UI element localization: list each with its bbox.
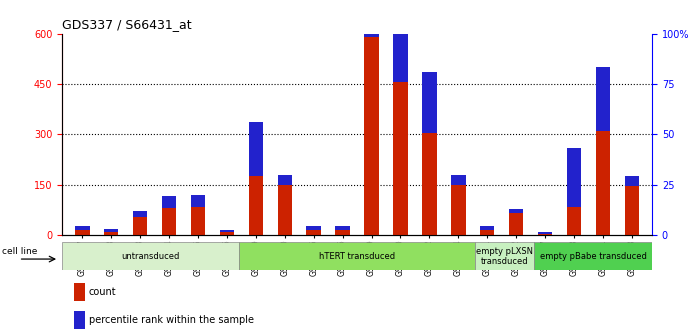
Bar <box>104 232 119 235</box>
Bar <box>75 230 90 235</box>
Bar <box>451 175 466 185</box>
Text: GDS337 / S66431_at: GDS337 / S66431_at <box>62 18 192 31</box>
Bar <box>509 213 523 235</box>
Bar <box>393 0 408 82</box>
Bar <box>364 37 379 235</box>
Bar <box>480 226 495 230</box>
Text: untransduced: untransduced <box>121 252 180 261</box>
Bar <box>451 185 466 235</box>
Bar <box>277 185 292 235</box>
Bar <box>219 232 234 235</box>
Bar <box>364 0 379 37</box>
Bar <box>595 67 610 131</box>
Bar <box>133 211 148 217</box>
Bar <box>480 230 495 235</box>
Bar <box>566 207 581 235</box>
Bar <box>335 226 350 230</box>
Bar <box>566 148 581 207</box>
Text: cell line: cell line <box>3 247 38 256</box>
Bar <box>534 242 652 270</box>
Bar <box>248 122 263 176</box>
Bar <box>133 217 148 235</box>
Text: percentile rank within the sample: percentile rank within the sample <box>88 315 254 325</box>
Text: empty pLXSN
transduced: empty pLXSN transduced <box>476 247 533 266</box>
Bar <box>248 176 263 235</box>
Bar <box>306 226 321 230</box>
Bar <box>422 72 437 133</box>
Bar <box>162 208 177 235</box>
Bar <box>239 242 475 270</box>
Bar <box>219 230 234 232</box>
Bar <box>475 242 534 270</box>
Text: count: count <box>88 287 117 297</box>
Bar <box>75 226 90 230</box>
Bar <box>335 230 350 235</box>
Bar <box>191 207 205 235</box>
Bar <box>277 175 292 185</box>
Bar <box>624 176 639 186</box>
Bar <box>538 234 552 235</box>
Bar <box>74 310 84 329</box>
Bar <box>191 195 205 207</box>
Bar <box>306 230 321 235</box>
Bar <box>509 209 523 213</box>
Bar <box>62 242 239 270</box>
Bar <box>162 196 177 208</box>
Bar <box>74 283 84 301</box>
Text: hTERT transduced: hTERT transduced <box>319 252 395 261</box>
Bar <box>624 186 639 235</box>
Bar <box>104 229 119 232</box>
Text: empty pBabe transduced: empty pBabe transduced <box>540 252 647 261</box>
Bar <box>393 82 408 235</box>
Bar <box>595 131 610 235</box>
Bar <box>422 133 437 235</box>
Bar <box>538 232 552 234</box>
